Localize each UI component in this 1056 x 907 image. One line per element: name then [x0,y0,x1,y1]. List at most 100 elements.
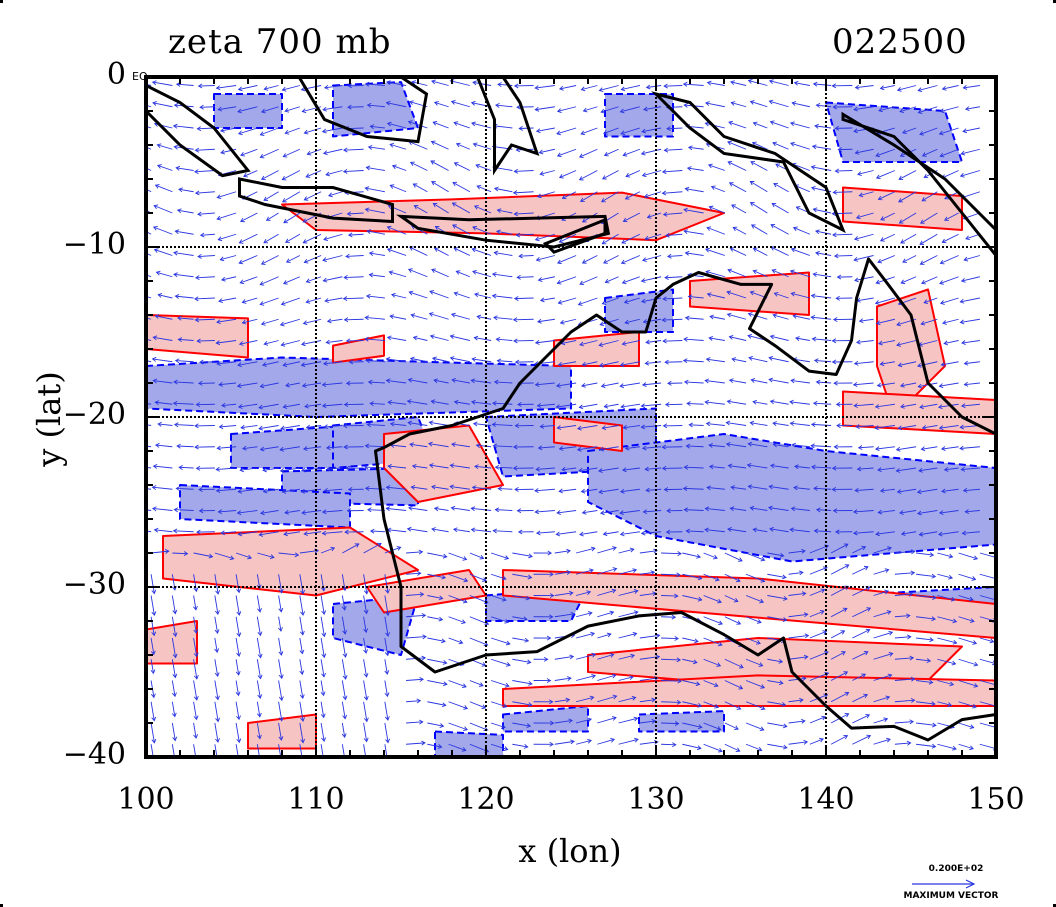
wind-vector-head [299,670,305,676]
wind-vector [473,143,492,150]
wind-vector-head [470,100,476,106]
wind-vector-head [752,269,758,275]
wind-vector-head [543,656,549,662]
wind-vector-head [792,226,798,232]
wind-vector [179,466,194,469]
wind-vector [154,249,173,256]
wind-vector-head [463,577,469,583]
wind-vector [733,227,747,235]
wind-vector-head [898,175,904,181]
wind-vector-head [238,341,244,346]
wind-vector [852,629,870,639]
wind-vector-head [321,128,327,134]
wind-vector [816,509,832,511]
wind-vector-head [819,737,824,743]
wind-vector [583,106,598,112]
wind-vector [622,467,640,471]
wind-vector [958,701,977,708]
wind-vector [363,595,368,614]
wind-vector [727,161,747,171]
wind-vector [472,248,492,256]
wind-vector-head [752,121,758,127]
wind-vector-head [229,555,235,561]
wind-vector [278,680,283,701]
wind-vector-head [236,652,242,657]
wind-vector [243,170,258,177]
wind-vector-head [432,203,438,208]
wind-vector-head [300,738,306,744]
wind-vector [494,252,513,256]
wind-vector-head [683,336,688,342]
wind-vector [767,680,783,684]
wind-vector [260,510,279,514]
wind-vector-head [416,698,422,704]
wind-vector [944,340,959,345]
wind-vector-head [385,632,390,637]
wind-vector-head [735,577,741,583]
wind-vector [813,402,832,405]
wind-vector-head [813,486,818,491]
wind-vector-head [257,631,263,637]
wind-vector-head [782,617,788,623]
wind-vector-head [517,402,522,407]
wind-vector [641,403,662,407]
wind-vector [171,744,175,757]
wind-vector [450,357,470,363]
wind-vector-head [685,528,691,534]
wind-vector [303,318,322,324]
wind-vector-head [962,85,968,90]
wind-vector [554,719,573,724]
wind-vector-head [285,238,290,243]
wind-vector-head [463,726,468,731]
wind-vector [560,318,577,324]
wind-vector-head [772,421,777,426]
wind-vector [153,205,173,214]
wind-vector [916,595,937,599]
wind-vector-head [579,280,585,286]
wind-vector [406,572,421,575]
wind-vector-head [672,742,677,748]
wind-vector [603,127,619,134]
wind-vector [937,637,957,644]
wind-vector-head [302,446,308,451]
wind-vector-head [366,102,372,108]
wind-vector-head [458,639,464,645]
wind-vector-head [886,610,892,615]
wind-vector [260,446,279,451]
wind-vector-head [280,425,285,431]
wind-vector-head [887,546,892,551]
wind-vector [623,212,641,222]
positive-contour-region [876,288,946,418]
wind-vector-head [301,383,307,388]
wind-vector-head [684,186,690,192]
wind-vector-head [193,605,198,611]
wind-vector [384,680,388,697]
wind-vector-head [501,596,507,602]
wind-vector [408,121,428,129]
wind-vector [427,680,447,685]
wind-vector-head [172,736,178,742]
wind-vector-head [198,508,204,514]
wind-vector [304,127,322,134]
wind-vector [896,340,917,346]
wind-vector-head [195,402,201,408]
wind-vector-head [929,637,934,643]
wind-vector-head [653,548,658,554]
wind-vector-head [735,747,741,752]
wind-vector [748,313,768,320]
wind-vector-head [196,126,202,132]
wind-vector [512,552,533,557]
wind-vector-head [546,635,552,641]
wind-vector-head [322,277,328,283]
wind-vector-head [875,174,881,180]
wind-vector [325,170,343,176]
wind-vector-head [671,614,677,620]
wind-vector-head [325,445,331,451]
wind-vector-head [834,168,840,174]
wind-vector [535,340,555,344]
wind-vector [729,379,747,384]
wind-vector-head [801,676,807,682]
wind-vector [579,170,598,181]
wind-vector-head [842,607,848,613]
wind-vector-head [964,509,970,514]
